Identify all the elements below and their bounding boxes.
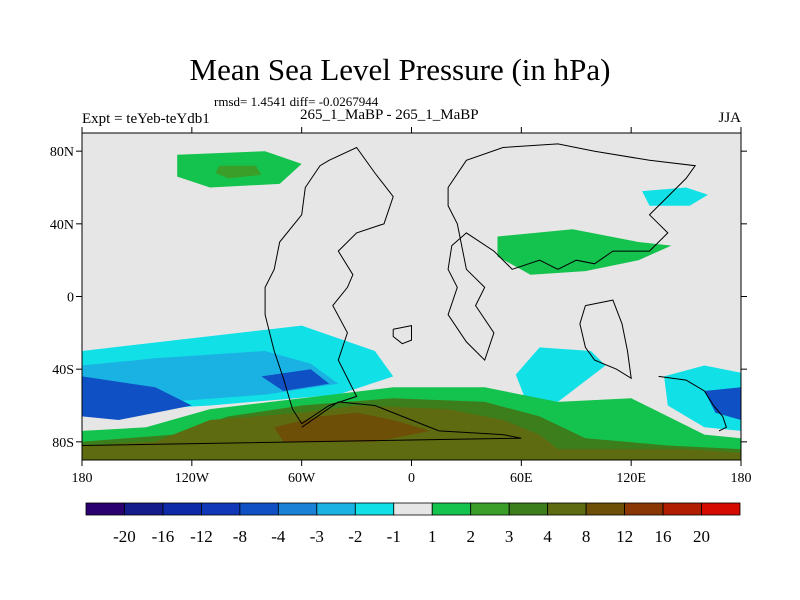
contour-central-asia-high [497, 229, 672, 275]
contour-south-pacific-low-core [82, 376, 192, 420]
x-tick-label: 180 [72, 471, 93, 486]
colorbar-label: -8 [233, 527, 247, 546]
x-tick-label: 180 [731, 471, 752, 486]
contour-tasman-low-core [704, 387, 741, 420]
contour-indian-ocean-low [515, 347, 606, 402]
x-tick-label: 60E [510, 471, 533, 486]
colorbar-label: -1 [387, 527, 401, 546]
experiment-label: Expt = teYeb-teYdb1 [82, 111, 210, 127]
colorbar-swatch [162, 502, 202, 516]
chart-title: Mean Sea Level Pressure (in hPa) [189, 52, 611, 87]
colorbar-label: 3 [505, 527, 514, 546]
colorbar-label: -4 [271, 527, 286, 546]
x-tick-label: 120W [175, 471, 210, 486]
colorbar-swatch [85, 502, 125, 516]
colorbar-label: 4 [543, 527, 552, 546]
colorbar-swatch [701, 502, 741, 516]
colorbar-swatch [470, 502, 510, 516]
colorbar-label: 1 [428, 527, 437, 546]
coastline-island-atlantic [392, 324, 412, 345]
colorbar-swatch [354, 502, 395, 516]
y-tick-label: 40N [50, 218, 74, 233]
colorbar-label: 20 [693, 527, 710, 546]
x-tick-label: 0 [408, 471, 415, 486]
colorbar-label: 16 [655, 527, 672, 546]
colorbar-label: 2 [466, 527, 475, 546]
colorbar-swatch [201, 502, 241, 516]
stats-text: rmsd= 1.4541 diff= -0.0267944 [214, 94, 379, 109]
x-tick-label: 60W [288, 471, 316, 486]
y-tick-label: 80N [50, 145, 74, 160]
y-tick-label: 80S [52, 436, 74, 451]
colorbar-swatch [508, 502, 549, 516]
coastline-americas [264, 146, 394, 425]
colorbar-label: 12 [616, 527, 633, 546]
colorbar-swatch [662, 502, 702, 516]
colorbar-swatch [124, 502, 164, 516]
contour-arctic-high-pacific-core [215, 165, 262, 179]
x-tick-label: 120E [616, 471, 646, 486]
colorbar-swatch [239, 502, 279, 516]
colorbar-swatch [547, 502, 587, 516]
colorbar-swatch [316, 502, 356, 516]
contour-southeast-pacific-low [261, 369, 330, 391]
colorbar-swatch [624, 502, 664, 516]
colorbar-swatch [431, 502, 472, 516]
coastline-australia [579, 299, 632, 380]
contour-siberian-low [642, 187, 708, 206]
colorbar-label: -2 [348, 527, 362, 546]
colorbar-label: -20 [113, 527, 136, 546]
coastline-antarctica [82, 401, 522, 446]
y-tick-label: 0 [67, 291, 74, 306]
colorbar-swatch [585, 502, 625, 516]
coastline-eurasia [447, 143, 697, 362]
y-tick-label: 40S [52, 363, 74, 378]
colorbar-label: -16 [152, 527, 175, 546]
coastline-pacific-islands [658, 375, 728, 432]
season-label: JJA [718, 110, 741, 126]
colorbar-label: -3 [310, 527, 324, 546]
colorbar-label: -12 [190, 527, 213, 546]
colorbar-swatch [393, 502, 433, 516]
contour-antarctic-high-core [274, 412, 430, 442]
colorbar-swatch [277, 502, 318, 516]
colorbar-label: 8 [582, 527, 591, 546]
case-label: 265_1_MaBP - 265_1_MaBP [300, 107, 479, 123]
